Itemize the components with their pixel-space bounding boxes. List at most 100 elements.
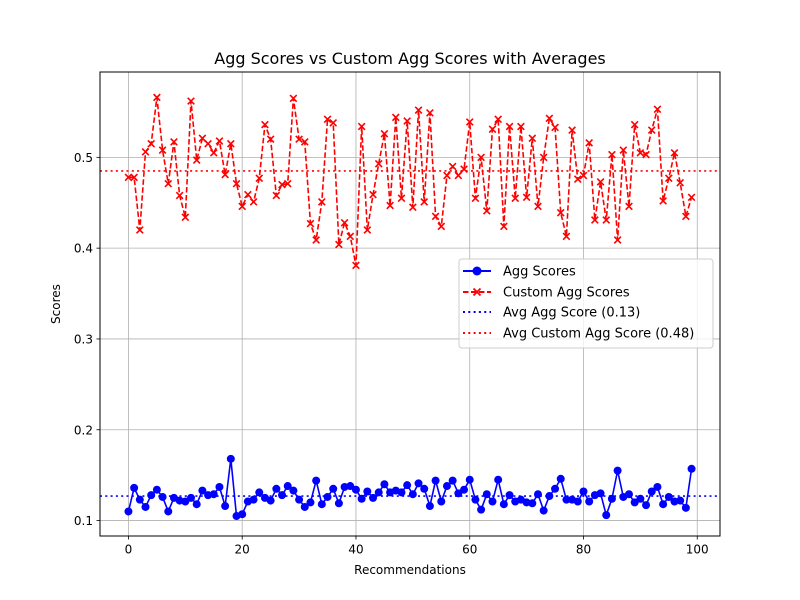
data-point-agg-scores	[562, 495, 571, 504]
series-custom-agg-scores	[124, 93, 696, 270]
data-point-agg-scores	[636, 494, 645, 503]
data-point-agg-scores	[551, 484, 560, 493]
data-point-custom-agg-scores	[340, 218, 349, 227]
data-point-custom-agg-scores	[636, 148, 645, 157]
data-point-custom-agg-scores	[642, 150, 650, 159]
data-point-agg-scores	[255, 488, 264, 497]
legend-label-avg-custom-agg-score: Avg Custom Agg Score (0.48)	[503, 327, 694, 342]
data-point-custom-agg-scores	[181, 213, 190, 222]
data-point-custom-agg-scores	[670, 148, 679, 157]
legend-entry-avg-custom-agg-score: Avg Custom Agg Score (0.48)	[463, 327, 694, 342]
data-point-custom-agg-scores	[135, 226, 144, 234]
data-point-custom-agg-scores	[408, 203, 417, 212]
data-point-agg-scores	[124, 507, 133, 516]
data-point-custom-agg-scores	[300, 138, 309, 146]
x-tick-label: 80	[576, 543, 591, 557]
data-point-agg-scores	[505, 491, 514, 500]
data-point-custom-agg-scores	[556, 208, 565, 217]
data-point-agg-scores	[613, 466, 622, 475]
data-point-agg-scores	[403, 481, 412, 490]
data-point-custom-agg-scores	[647, 126, 656, 134]
data-point-agg-scores	[460, 485, 469, 494]
data-point-agg-scores	[289, 486, 298, 495]
series-line-custom-agg-scores	[128, 96, 693, 267]
data-point-agg-scores	[647, 487, 656, 496]
data-point-custom-agg-scores	[335, 240, 343, 249]
data-point-custom-agg-scores	[460, 165, 468, 174]
data-point-agg-scores	[317, 500, 326, 509]
data-point-agg-scores	[494, 475, 503, 484]
data-point-custom-agg-scores	[437, 222, 446, 231]
data-point-agg-scores	[664, 492, 673, 501]
legend-box	[458, 258, 714, 349]
data-point-agg-scores	[374, 488, 383, 497]
data-point-custom-agg-scores	[204, 139, 212, 148]
data-point-agg-scores	[198, 486, 207, 495]
data-point-custom-agg-scores	[397, 194, 406, 203]
data-point-custom-agg-scores	[232, 179, 241, 188]
x-tick-label: 40	[348, 543, 363, 557]
legend-label-agg-scores: Agg Scores	[503, 265, 576, 280]
data-point-custom-agg-scores	[238, 202, 247, 211]
data-point-custom-agg-scores	[477, 153, 485, 162]
data-point-custom-agg-scores	[499, 222, 508, 231]
data-point-agg-scores	[573, 497, 582, 506]
data-point-custom-agg-scores	[602, 216, 611, 224]
data-point-agg-scores	[448, 476, 457, 485]
data-point-agg-scores	[471, 495, 480, 504]
data-point-custom-agg-scores	[426, 108, 434, 117]
data-point-custom-agg-scores	[482, 207, 491, 215]
chart-title: Agg Scores vs Custom Agg Scores with Ave…	[214, 49, 606, 68]
data-point-custom-agg-scores	[153, 93, 161, 102]
data-point-agg-scores	[687, 464, 696, 473]
data-point-custom-agg-scores	[682, 212, 690, 221]
data-point-custom-agg-scores	[352, 261, 360, 270]
data-point-agg-scores	[221, 502, 230, 511]
data-point-agg-scores	[454, 489, 463, 498]
y-tick-label: 0.1	[74, 514, 93, 528]
data-point-custom-agg-scores	[608, 150, 616, 159]
data-point-custom-agg-scores	[403, 117, 412, 125]
data-point-custom-agg-scores	[374, 159, 383, 168]
data-point-custom-agg-scores	[659, 197, 667, 205]
data-point-agg-scores	[209, 490, 218, 499]
data-point-custom-agg-scores	[209, 148, 218, 157]
x-tick-label: 0	[125, 543, 133, 557]
data-point-agg-scores	[363, 487, 372, 496]
data-point-custom-agg-scores	[488, 125, 497, 134]
data-point-custom-agg-scores	[596, 178, 605, 186]
data-point-agg-scores	[141, 502, 150, 511]
data-point-custom-agg-scores	[653, 105, 662, 114]
data-point-custom-agg-scores	[283, 179, 292, 188]
x-tick-label: 60	[462, 543, 477, 557]
data-point-custom-agg-scores	[545, 114, 554, 123]
data-point-agg-scores	[369, 493, 378, 502]
data-point-custom-agg-scores	[289, 94, 298, 103]
data-point-custom-agg-scores	[323, 115, 332, 124]
data-point-agg-scores	[630, 498, 639, 507]
y-axis-label: Scores	[49, 284, 63, 324]
data-point-custom-agg-scores	[664, 174, 673, 183]
data-point-custom-agg-scores	[158, 146, 167, 154]
data-point-custom-agg-scores	[226, 139, 235, 148]
y-tick-label: 0.3	[74, 332, 93, 346]
data-point-custom-agg-scores	[266, 135, 275, 144]
data-point-custom-agg-scores	[579, 171, 588, 180]
data-point-custom-agg-scores	[147, 139, 156, 148]
data-point-custom-agg-scores	[613, 236, 622, 244]
data-point-agg-scores	[488, 497, 497, 506]
data-point-agg-scores	[295, 495, 304, 504]
data-point-agg-scores	[147, 491, 156, 500]
data-point-agg-scores	[158, 492, 167, 501]
x-tick-label: 20	[235, 543, 250, 557]
data-point-custom-agg-scores	[528, 134, 537, 143]
data-point-custom-agg-scores	[420, 197, 429, 206]
data-point-custom-agg-scores	[522, 193, 531, 202]
data-point-custom-agg-scores	[414, 106, 423, 115]
data-point-agg-scores	[346, 482, 355, 491]
data-point-agg-scores	[499, 500, 508, 509]
data-point-custom-agg-scores	[244, 190, 252, 199]
data-point-agg-scores	[283, 482, 292, 491]
data-point-custom-agg-scores	[585, 138, 594, 147]
data-point-custom-agg-scores	[187, 97, 195, 105]
